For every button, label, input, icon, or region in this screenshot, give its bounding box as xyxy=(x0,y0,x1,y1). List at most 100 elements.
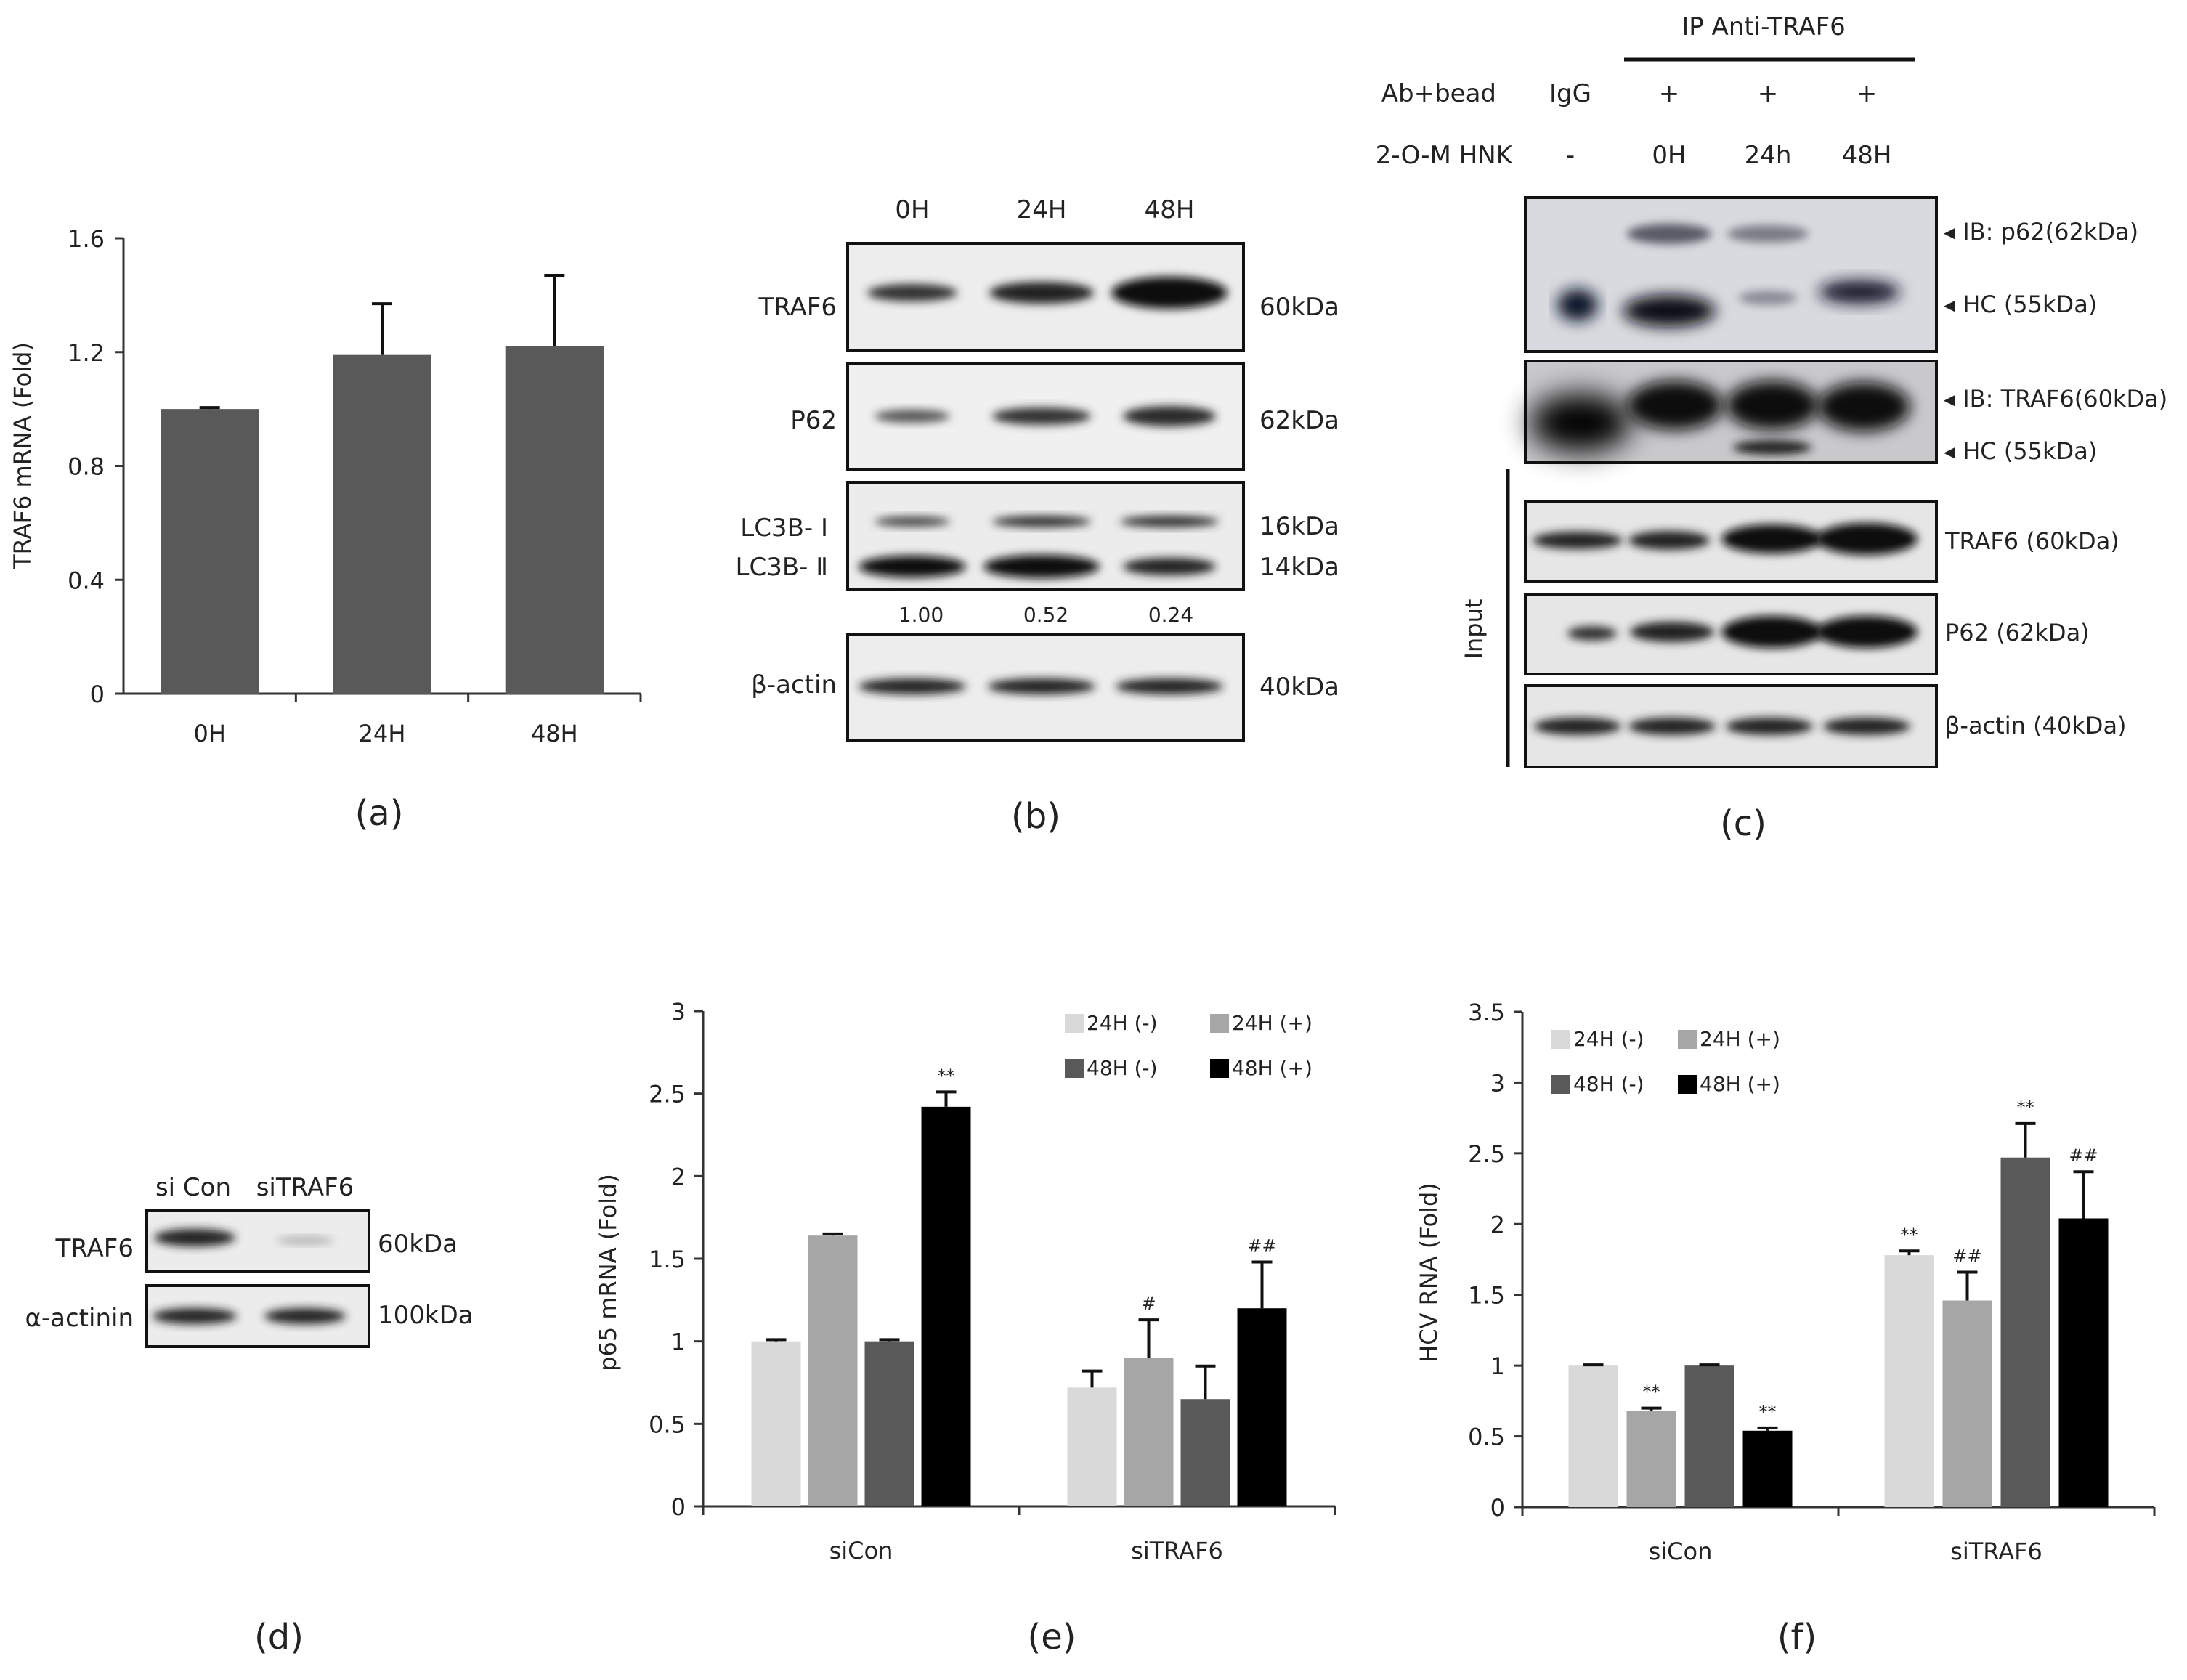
blot-b-traf6-band xyxy=(867,284,957,301)
blot-b-lc3b2-band xyxy=(983,555,1100,578)
blot-d-band xyxy=(153,1308,237,1324)
chart-f-ytick-label: 1 xyxy=(1490,1352,1505,1380)
chart-e-bar xyxy=(1237,1308,1287,1506)
chart-e-ytick-label: 3 xyxy=(671,998,686,1026)
chart-f-xtick-label: siCon xyxy=(1649,1538,1713,1565)
blot-d-lane: si Con xyxy=(155,1173,231,1202)
blot-b-lc3b2-size: 14kDa xyxy=(1259,553,1339,582)
chart-a-ytick-label: 0 xyxy=(90,681,105,708)
chart-f-legend-label: 24H (-) xyxy=(1573,1027,1644,1051)
blot-c-band xyxy=(1534,718,1621,735)
chart-e-legend-label: 48H (-) xyxy=(1087,1056,1158,1080)
blot-d-band xyxy=(154,1229,235,1246)
chart-f-ytick-label: 1.5 xyxy=(1468,1282,1505,1310)
chart-e-xtick-label: siTRAF6 xyxy=(1131,1537,1223,1565)
blot-b-actin-band xyxy=(1116,678,1223,694)
blot-c-band xyxy=(1627,381,1723,430)
chart-a-bar xyxy=(505,346,604,694)
blot-c-row2-value: - xyxy=(1566,141,1575,170)
blot-c-row2-value: 48H xyxy=(1842,141,1892,170)
blot-c-row1-value: + xyxy=(1758,79,1779,108)
blot-c-band xyxy=(1816,523,1918,555)
chart-f-significance: ** xyxy=(1759,1402,1777,1422)
chart-f-significance: ** xyxy=(1643,1382,1660,1403)
chart-f-ytick-label: 3.5 xyxy=(1468,999,1505,1026)
blot-b-p62-band xyxy=(1123,406,1216,426)
blot-c-band xyxy=(1739,291,1797,305)
panel-label-e: (e) xyxy=(1028,1617,1076,1657)
chart-f-bar xyxy=(1626,1411,1676,1507)
blot-c-row1-label: Ab+bead xyxy=(1381,79,1496,108)
blot-b-actin-label: β-actin xyxy=(751,670,837,699)
blot-c-band xyxy=(1721,524,1823,553)
chart-e-legend-swatch xyxy=(1065,1059,1084,1078)
chart-e-ytick-label: 2 xyxy=(671,1163,686,1190)
blot-c-band xyxy=(1733,440,1811,455)
blot-b-p62-label: P62 xyxy=(790,406,837,435)
chart-e-ytick-label: 1.5 xyxy=(649,1246,686,1273)
blot-c-ip-label: ◂ IB: TRAF6(60kDa) xyxy=(1944,385,2167,413)
blot-c-input-row-label: P62 (62kDa) xyxy=(1945,619,2090,646)
blot-b-lc3b1-band xyxy=(875,516,950,527)
blot-c-band xyxy=(1628,718,1716,735)
chart-e-ytick-label: 0 xyxy=(671,1493,686,1521)
blot-c-input-row-label: β-actin (40kDa) xyxy=(1945,712,2127,739)
chart-e-bar xyxy=(808,1235,858,1506)
chart-a-ytick-label: 0.4 xyxy=(68,567,105,594)
chart-a-bar xyxy=(333,354,431,694)
chart-e-p65-mrna: p65 mRNA (Fold) 00.511.522.53**###siCon s… xyxy=(594,998,1336,1565)
chart-e-bar xyxy=(1124,1358,1174,1506)
blot-c-ib-p62-membrane xyxy=(1524,196,1938,353)
blot-b-actin-size: 40kDa xyxy=(1259,673,1339,702)
blot-c-band xyxy=(1726,718,1813,735)
chart-e-significance: ** xyxy=(938,1066,955,1086)
blot-c: IP Anti-TRAF6 Ab+bead IgG + + + 2-O-M HN… xyxy=(1376,12,2167,768)
blot-b-lc3b2-label: LC3B- Ⅱ xyxy=(736,553,828,582)
blot-b-lc3b2-band xyxy=(1123,558,1216,575)
chart-f-legend-label: 24H (+) xyxy=(1700,1027,1780,1051)
blot-c-ip-title: IP Anti-TRAF6 xyxy=(1681,12,1846,41)
blot-c-band xyxy=(1630,622,1714,642)
panel-label-a: (a) xyxy=(355,793,404,834)
blot-b-traf6-band xyxy=(989,282,1094,304)
blot-c-band xyxy=(1557,289,1598,321)
chart-f-ytick-label: 3 xyxy=(1490,1069,1505,1097)
chart-e-legend-swatch xyxy=(1065,1014,1084,1033)
blot-b-traf6-band xyxy=(1111,277,1228,309)
chart-f-ytick-label: 0.5 xyxy=(1468,1424,1505,1451)
blot-b-ratio: 1.00 xyxy=(898,603,944,627)
chart-a-xtick-label: 24H xyxy=(359,720,406,747)
chart-f-legend-swatch xyxy=(1551,1075,1570,1094)
blot-b-actin-band xyxy=(988,678,1095,694)
blot-b-actin-band xyxy=(859,678,966,694)
chart-f-bar xyxy=(1942,1300,1992,1507)
chart-a-xtick-label: 48H xyxy=(531,720,578,747)
blot-c-band xyxy=(1533,532,1623,549)
chart-a-ytick-label: 0.8 xyxy=(68,453,105,481)
chart-e-legend-swatch xyxy=(1210,1014,1229,1033)
blot-c-band xyxy=(1567,626,1617,641)
blot-b-p62-band xyxy=(992,407,1091,425)
blot-c-row1-value: IgG xyxy=(1549,79,1591,108)
blot-d-band xyxy=(276,1237,334,1244)
chart-e-ylabel: p65 mRNA (Fold) xyxy=(594,1174,622,1371)
blot-b-lc3b1-size: 16kDa xyxy=(1259,512,1339,541)
chart-e-xtick-label: siCon xyxy=(829,1537,893,1565)
chart-e-legend-swatch xyxy=(1210,1059,1229,1078)
blot-c-row1-value: + xyxy=(1857,79,1878,108)
chart-e-legend-label: 24H (-) xyxy=(1087,1011,1158,1035)
chart-f-significance: ## xyxy=(1952,1246,1981,1267)
chart-f-legend-label: 48H (+) xyxy=(1700,1072,1780,1096)
blot-c-row2-label: 2-O-M HNK xyxy=(1376,141,1514,170)
chart-f-ytick-label: 2.5 xyxy=(1468,1140,1505,1168)
chart-e-bar xyxy=(864,1341,914,1506)
chart-e-significance: ## xyxy=(1247,1236,1276,1257)
chart-e-bar xyxy=(751,1341,801,1506)
panel-label-f: (f) xyxy=(1777,1617,1817,1657)
chart-f-bar xyxy=(1742,1430,1793,1507)
chart-e-legend-label: 48H (+) xyxy=(1232,1056,1312,1080)
blot-c-ip-label: ◂ HC (55kDa) xyxy=(1944,437,2097,465)
blot-c-input-label: Input xyxy=(1460,599,1488,660)
blot-c-band xyxy=(1823,718,1910,735)
